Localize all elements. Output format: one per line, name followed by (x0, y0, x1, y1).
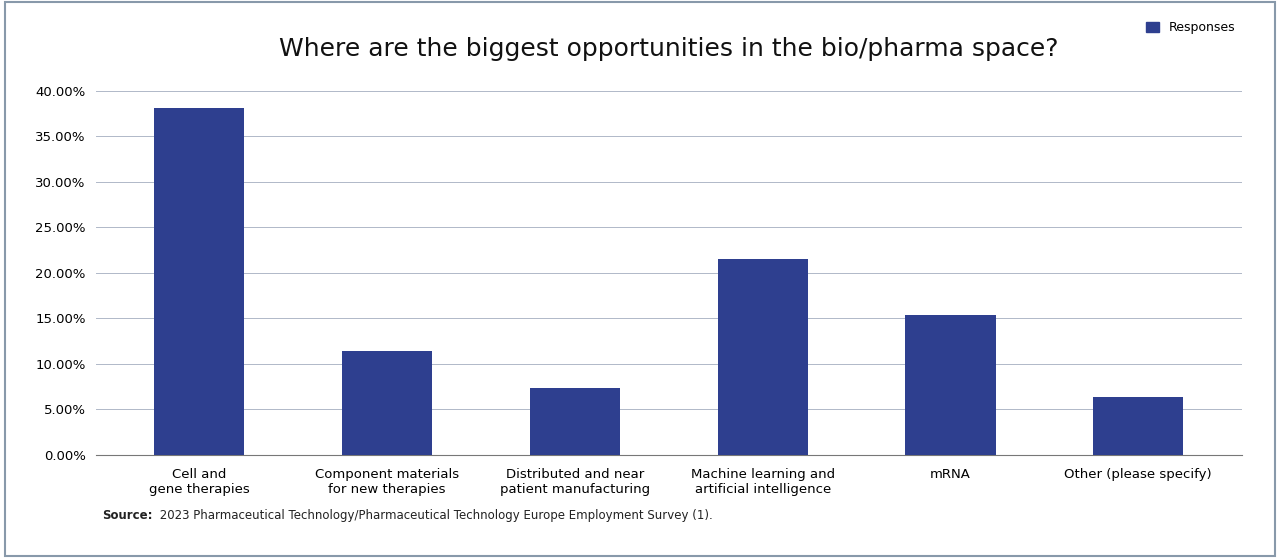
Legend: Responses: Responses (1146, 21, 1235, 35)
Bar (718, 259, 808, 455)
Text: 2023 Pharmaceutical Technology/Pharmaceutical Technology Europe Employment Surve: 2023 Pharmaceutical Technology/Pharmaceu… (156, 509, 713, 522)
Text: Opportunities in the bio/pharmaceutical industry.: Opportunities in the bio/pharmaceutical … (88, 25, 470, 40)
Title: Where are the biggest opportunities in the bio/pharma space?: Where are the biggest opportunities in t… (279, 37, 1059, 61)
Bar (905, 315, 996, 455)
Text: Figure 2.: Figure 2. (14, 25, 91, 40)
Bar (154, 108, 244, 455)
Bar (342, 351, 433, 455)
Text: Source:: Source: (102, 509, 152, 522)
Bar (1093, 397, 1184, 455)
Bar (530, 388, 620, 455)
